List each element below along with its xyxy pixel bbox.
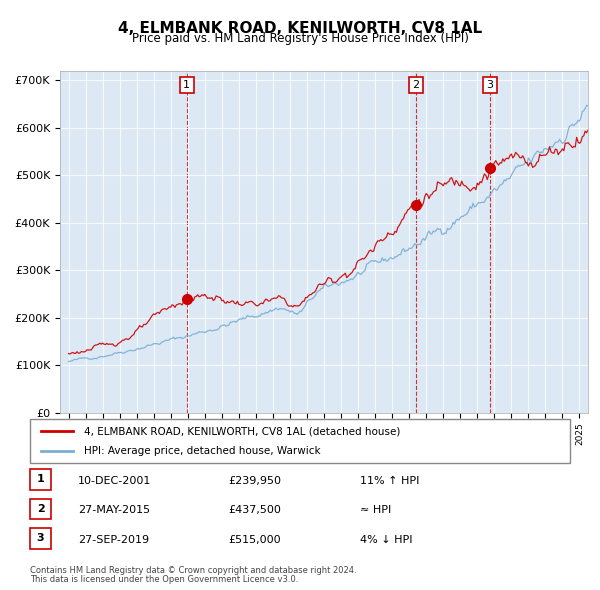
Text: 27-SEP-2019: 27-SEP-2019 [78, 535, 149, 545]
Text: Contains HM Land Registry data © Crown copyright and database right 2024.: Contains HM Land Registry data © Crown c… [30, 566, 356, 575]
Text: 2: 2 [37, 504, 44, 514]
Text: 3: 3 [487, 80, 493, 90]
Text: 10-DEC-2001: 10-DEC-2001 [78, 476, 151, 486]
Text: 27-MAY-2015: 27-MAY-2015 [78, 506, 150, 515]
Text: This data is licensed under the Open Government Licence v3.0.: This data is licensed under the Open Gov… [30, 575, 298, 584]
Text: 2: 2 [412, 80, 419, 90]
Text: 3: 3 [37, 533, 44, 543]
FancyBboxPatch shape [30, 469, 51, 490]
FancyBboxPatch shape [30, 499, 51, 519]
Text: HPI: Average price, detached house, Warwick: HPI: Average price, detached house, Warw… [84, 446, 320, 455]
Text: 4% ↓ HPI: 4% ↓ HPI [360, 535, 413, 545]
Text: £437,500: £437,500 [228, 506, 281, 515]
Text: 4, ELMBANK ROAD, KENILWORTH, CV8 1AL (detached house): 4, ELMBANK ROAD, KENILWORTH, CV8 1AL (de… [84, 427, 400, 436]
Text: 1: 1 [183, 80, 190, 90]
Text: 4, ELMBANK ROAD, KENILWORTH, CV8 1AL: 4, ELMBANK ROAD, KENILWORTH, CV8 1AL [118, 21, 482, 35]
FancyBboxPatch shape [30, 528, 51, 549]
FancyBboxPatch shape [30, 419, 570, 463]
Text: ≈ HPI: ≈ HPI [360, 506, 391, 515]
Text: £515,000: £515,000 [228, 535, 281, 545]
Text: £239,950: £239,950 [228, 476, 281, 486]
Text: 1: 1 [37, 474, 44, 484]
Text: 11% ↑ HPI: 11% ↑ HPI [360, 476, 419, 486]
Text: Price paid vs. HM Land Registry's House Price Index (HPI): Price paid vs. HM Land Registry's House … [131, 32, 469, 45]
